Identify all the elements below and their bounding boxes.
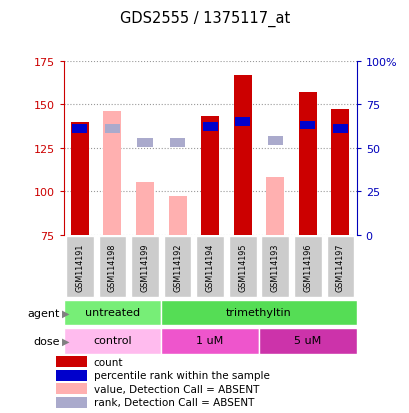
- Bar: [161, 328, 258, 354]
- Bar: [56, 356, 87, 367]
- Text: ▶: ▶: [61, 336, 69, 346]
- Bar: [332, 125, 347, 133]
- Bar: [169, 139, 185, 147]
- Bar: [202, 123, 217, 132]
- Text: GSM114199: GSM114199: [140, 243, 149, 291]
- Bar: [56, 370, 87, 381]
- Bar: [137, 139, 152, 147]
- FancyBboxPatch shape: [228, 237, 256, 298]
- Bar: [298, 93, 316, 235]
- Bar: [201, 117, 218, 235]
- Bar: [234, 118, 250, 126]
- FancyBboxPatch shape: [66, 237, 93, 298]
- FancyBboxPatch shape: [98, 237, 126, 298]
- Bar: [168, 197, 186, 235]
- Text: GDS2555 / 1375117_at: GDS2555 / 1375117_at: [119, 10, 290, 26]
- Text: GSM114191: GSM114191: [75, 243, 84, 291]
- Text: trimethyltin: trimethyltin: [225, 308, 291, 318]
- Text: percentile rank within the sample: percentile rank within the sample: [93, 370, 269, 380]
- Bar: [267, 137, 282, 146]
- FancyBboxPatch shape: [261, 237, 288, 298]
- Text: agent: agent: [27, 308, 59, 318]
- Text: 5 uM: 5 uM: [294, 336, 321, 346]
- Text: 1 uM: 1 uM: [196, 336, 223, 346]
- Bar: [161, 300, 356, 326]
- Bar: [63, 328, 161, 354]
- Text: GSM114197: GSM114197: [335, 243, 344, 291]
- FancyBboxPatch shape: [326, 237, 353, 298]
- Text: GSM114195: GSM114195: [238, 243, 247, 291]
- Text: GSM114192: GSM114192: [173, 243, 182, 291]
- Text: GSM114193: GSM114193: [270, 243, 279, 291]
- FancyBboxPatch shape: [196, 237, 223, 298]
- Text: GSM114198: GSM114198: [108, 243, 117, 291]
- FancyBboxPatch shape: [163, 237, 191, 298]
- Bar: [56, 383, 87, 394]
- FancyBboxPatch shape: [131, 237, 158, 298]
- Text: GSM114194: GSM114194: [205, 243, 214, 291]
- Bar: [258, 328, 356, 354]
- Bar: [266, 178, 283, 235]
- Text: value, Detection Call = ABSENT: value, Detection Call = ABSENT: [93, 384, 258, 394]
- Bar: [330, 110, 348, 235]
- Text: dose: dose: [33, 336, 59, 346]
- FancyBboxPatch shape: [293, 237, 321, 298]
- Bar: [103, 112, 121, 235]
- Text: ▶: ▶: [61, 308, 69, 318]
- Bar: [136, 183, 153, 235]
- Text: count: count: [93, 357, 123, 367]
- Bar: [56, 397, 87, 408]
- Bar: [71, 122, 89, 235]
- Bar: [72, 125, 87, 133]
- Bar: [299, 121, 315, 130]
- Bar: [105, 125, 120, 133]
- Bar: [233, 76, 251, 235]
- Text: untreated: untreated: [85, 308, 139, 318]
- Text: GSM114196: GSM114196: [303, 243, 312, 291]
- Text: rank, Detection Call = ABSENT: rank, Detection Call = ABSENT: [93, 397, 253, 407]
- Bar: [63, 300, 161, 326]
- Text: control: control: [93, 336, 131, 346]
